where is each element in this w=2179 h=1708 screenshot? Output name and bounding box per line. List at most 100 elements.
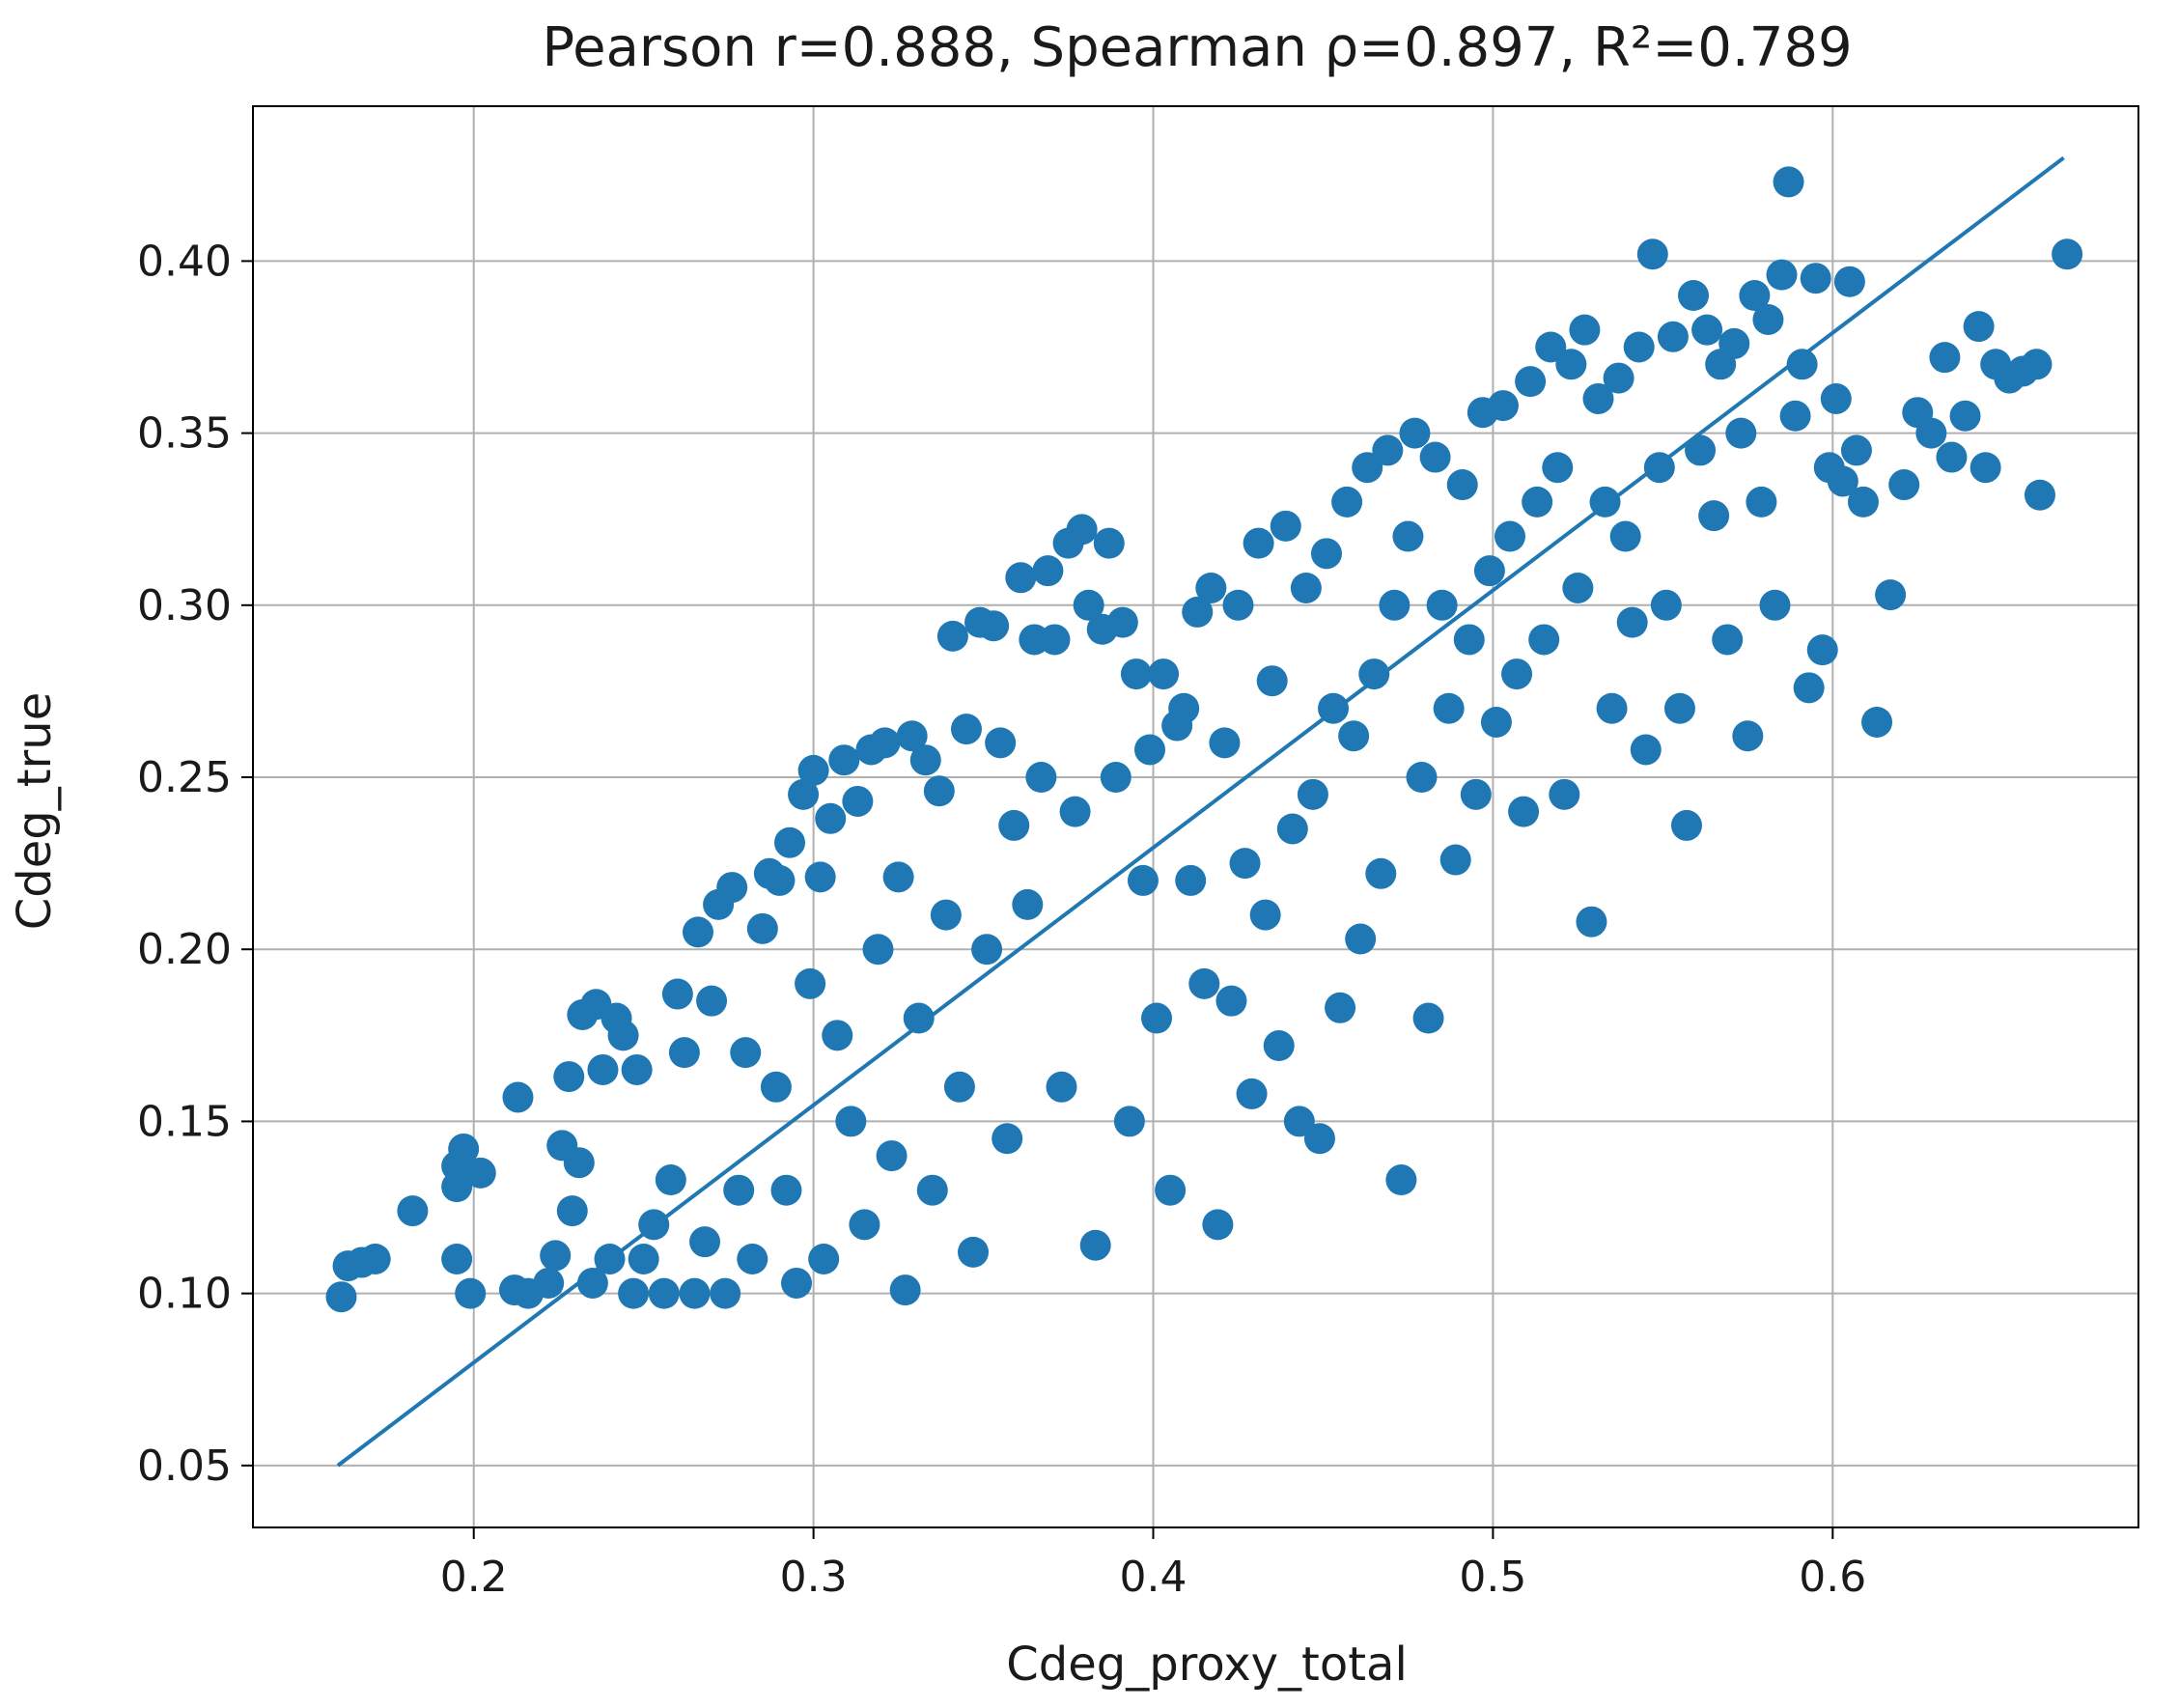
data-point	[1352, 452, 1383, 484]
y-tick-label: 0.40	[137, 237, 232, 286]
data-point	[1685, 434, 1717, 466]
data-point	[1025, 762, 1057, 794]
data-point	[1059, 796, 1091, 827]
data-point	[1562, 572, 1594, 603]
data-point	[936, 620, 968, 652]
data-point	[2052, 238, 2083, 270]
plot-frame	[252, 105, 2139, 1528]
data-point	[1759, 589, 1791, 621]
data-point	[930, 899, 962, 931]
data-point	[773, 826, 805, 858]
data-point	[1746, 486, 1777, 518]
data-point	[716, 872, 748, 904]
data-point	[696, 985, 728, 1017]
data-point	[737, 1243, 768, 1274]
data-point	[1773, 166, 1804, 198]
data-point	[882, 861, 914, 893]
data-point	[648, 1277, 680, 1309]
data-point	[1433, 692, 1465, 724]
data-point	[1888, 469, 1920, 501]
data-point	[723, 1174, 755, 1206]
data-point	[1263, 1030, 1295, 1062]
data-point	[1929, 342, 1961, 374]
data-point	[689, 1226, 721, 1258]
grid-lines	[253, 106, 2138, 1527]
data-point	[621, 1053, 653, 1085]
data-point	[1358, 658, 1390, 690]
data-point	[1576, 906, 1607, 938]
data-point	[1175, 864, 1207, 896]
data-point	[1875, 579, 1907, 611]
data-point	[788, 778, 820, 810]
data-point	[1549, 778, 1580, 810]
data-point	[1283, 1106, 1315, 1137]
data-point	[835, 1106, 867, 1137]
data-point	[1182, 596, 1214, 628]
data-point	[1392, 520, 1424, 552]
data-point	[971, 934, 1003, 966]
data-point	[1032, 555, 1064, 587]
data-point	[797, 754, 829, 786]
data-point	[1555, 349, 1587, 380]
data-point	[978, 610, 1010, 642]
data-point	[1406, 762, 1438, 794]
data-point	[804, 861, 836, 893]
data-point	[1243, 527, 1274, 559]
data-point	[1270, 510, 1301, 542]
x-tick-label: 0.2	[440, 1553, 508, 1602]
data-point	[1195, 572, 1227, 603]
data-point	[1325, 992, 1356, 1023]
x-tick-label: 0.5	[1459, 1553, 1526, 1602]
data-point	[1249, 899, 1281, 931]
data-point	[730, 1037, 762, 1069]
data-point	[1188, 967, 1220, 999]
data-point	[1155, 1174, 1187, 1206]
fit-line-group	[336, 155, 2065, 1468]
data-point	[1222, 589, 1254, 621]
data-point	[1379, 589, 1411, 621]
data-point	[1372, 434, 1404, 466]
x-tick-label: 0.3	[780, 1553, 848, 1602]
data-point	[1385, 1164, 1417, 1196]
data-point	[1806, 634, 1838, 666]
data-point	[998, 809, 1030, 841]
data-point	[1276, 813, 1308, 845]
data-point	[1480, 706, 1512, 738]
data-point	[1073, 589, 1104, 621]
data-point	[441, 1243, 473, 1274]
data-point	[1691, 314, 1723, 346]
data-point	[576, 1267, 608, 1299]
data-point	[607, 1020, 639, 1051]
data-point	[896, 720, 928, 752]
data-point	[1528, 624, 1560, 656]
data-point	[903, 1002, 935, 1034]
x-tick-label: 0.6	[1799, 1553, 1866, 1602]
data-point	[1596, 692, 1628, 724]
data-point	[1229, 848, 1261, 880]
data-point	[1793, 672, 1825, 704]
data-point	[1569, 314, 1601, 346]
data-point	[397, 1195, 429, 1227]
data-point	[556, 1195, 588, 1227]
data-point	[1752, 303, 1784, 335]
data-point	[1439, 844, 1471, 876]
data-point	[1460, 778, 1492, 810]
data-point	[563, 1147, 595, 1179]
data-point	[1399, 417, 1431, 449]
data-point	[1209, 727, 1241, 759]
data-point	[1678, 280, 1710, 312]
data-point	[1127, 864, 1159, 896]
data-point	[1331, 486, 1363, 518]
fit-line	[336, 155, 2065, 1468]
data-point	[1256, 665, 1288, 697]
data-point	[1623, 331, 1655, 363]
data-point	[958, 1236, 990, 1268]
data-point	[1522, 486, 1553, 518]
data-point	[1779, 400, 1811, 432]
data-point	[359, 1243, 391, 1274]
data-point	[1345, 923, 1377, 955]
data-point	[1535, 331, 1567, 363]
data-point	[916, 1174, 948, 1206]
data-point	[1508, 796, 1540, 827]
